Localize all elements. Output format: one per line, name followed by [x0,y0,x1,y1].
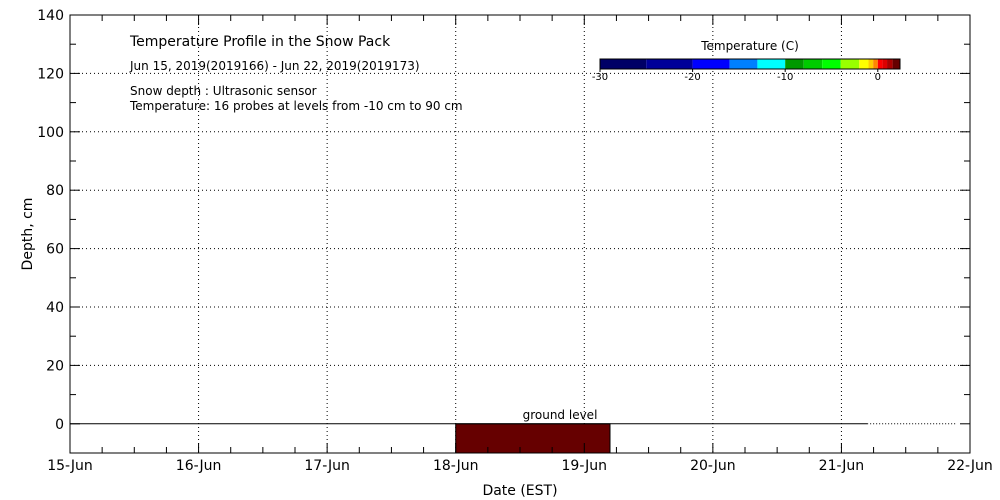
colorbar-segment [887,59,893,69]
colorbar-tick-label: -30 [592,72,608,83]
colorbar-segment [882,59,888,69]
y-tick-label: 120 [37,66,64,82]
note-snow-depth: Snow depth : Ultrasonic sensor [130,84,317,98]
x-tick-label: 19-Jun [562,458,608,474]
colorbar-segment [873,59,878,69]
colorbar-segment [729,59,758,69]
colorbar-segment [892,59,900,69]
y-tick-label: 60 [46,242,64,258]
y-tick-label: 100 [37,125,64,141]
colorbar-segment [692,59,730,69]
chart-title: Temperature Profile in the Snow Pack [129,34,391,50]
colorbar-segment [877,59,883,69]
colorbar-tick-label: 0 [875,72,881,83]
x-tick-label: 16-Jun [176,458,222,474]
grid [70,15,970,453]
ground-level-label: ground level [523,408,598,422]
temperature-region [455,423,611,454]
colorbar: Temperature (C) -30 -20 -10 0 [592,39,901,83]
colorbar-tick-label: -20 [684,72,700,83]
regions [455,423,611,454]
x-tick-label: 18-Jun [433,458,479,474]
colorbar-title: Temperature (C) [700,39,799,53]
colorbar-segment [822,59,841,69]
colorbar-segment [868,59,874,69]
y-tick-label: 40 [46,300,64,316]
x-axis-label: Date (EST) [482,483,557,499]
colorbar-segment [785,59,804,69]
x-tick-label: 17-Jun [304,458,350,474]
x-tick-label: 15-Jun [47,458,93,474]
colorbar-segment [600,59,647,69]
colorbar-segment [840,59,860,69]
y-axis-label: Depth, cm [20,198,36,271]
y-tick-label: 20 [46,358,64,374]
x-tick-label: 21-Jun [819,458,865,474]
colorbar-tick-label: -10 [777,72,793,83]
x-tick-label: 22-Jun [947,458,993,474]
axes: 15-Jun 16-Jun 17-Jun 18-Jun 19-Jun 20-Jun 21-J… [37,8,993,474]
y-tick-label: 80 [46,183,64,199]
note-temperature: Temperature: 16 probes at levels from -1… [129,99,463,113]
plot-frame [69,14,971,454]
colorbar-segment [803,59,823,69]
y-tick-label: 140 [37,8,64,24]
x-tick-label: 20-Jun [690,458,736,474]
colorbar-segment [646,59,693,69]
chart-subtitle: Jun 15, 2019(2019166) - Jun 22, 2019(201… [129,59,420,73]
y-tick-label: 0 [55,417,64,433]
colorbar-frame [599,58,901,70]
colorbar-segment [859,59,869,69]
colorbar-segment [757,59,786,69]
